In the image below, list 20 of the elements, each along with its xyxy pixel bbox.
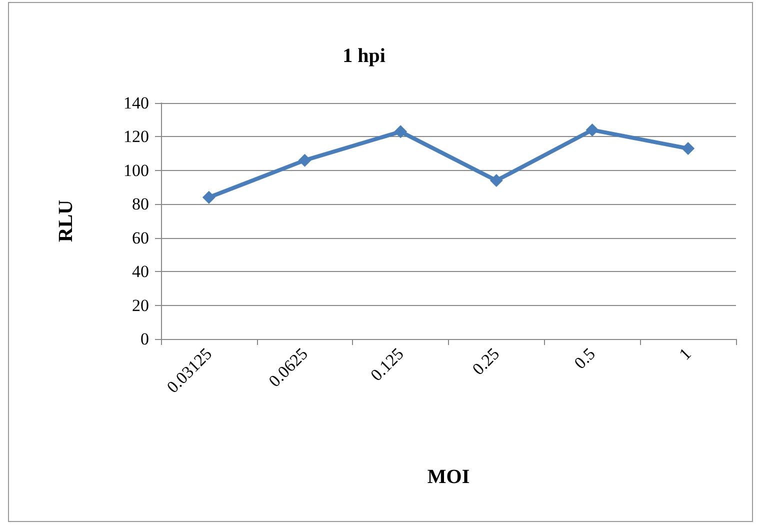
- y-tick-label: 60: [132, 228, 149, 248]
- point: [298, 154, 312, 167]
- y-tick-label: 140: [124, 94, 149, 112]
- y-tick-label: 0: [140, 330, 149, 348]
- y-tick-label: 40: [132, 262, 149, 282]
- y-axis-title: RLU: [55, 200, 77, 242]
- chart-title: 1 hpi: [342, 45, 386, 67]
- point: [586, 123, 599, 136]
- point: [202, 190, 216, 204]
- point: [394, 125, 408, 138]
- x-tick-label: 1: [675, 344, 695, 364]
- point: [682, 142, 695, 156]
- y-tick-label: 100: [124, 160, 149, 180]
- point: [490, 174, 503, 188]
- x-axis-title: MOI: [427, 466, 470, 488]
- y-tick-label: 120: [124, 127, 149, 146]
- x-tick-label: 0.5: [570, 344, 599, 373]
- y-tick-label: 20: [132, 296, 149, 315]
- y-tick-label: 80: [132, 194, 149, 214]
- x-tick-label: 0.25: [468, 344, 504, 379]
